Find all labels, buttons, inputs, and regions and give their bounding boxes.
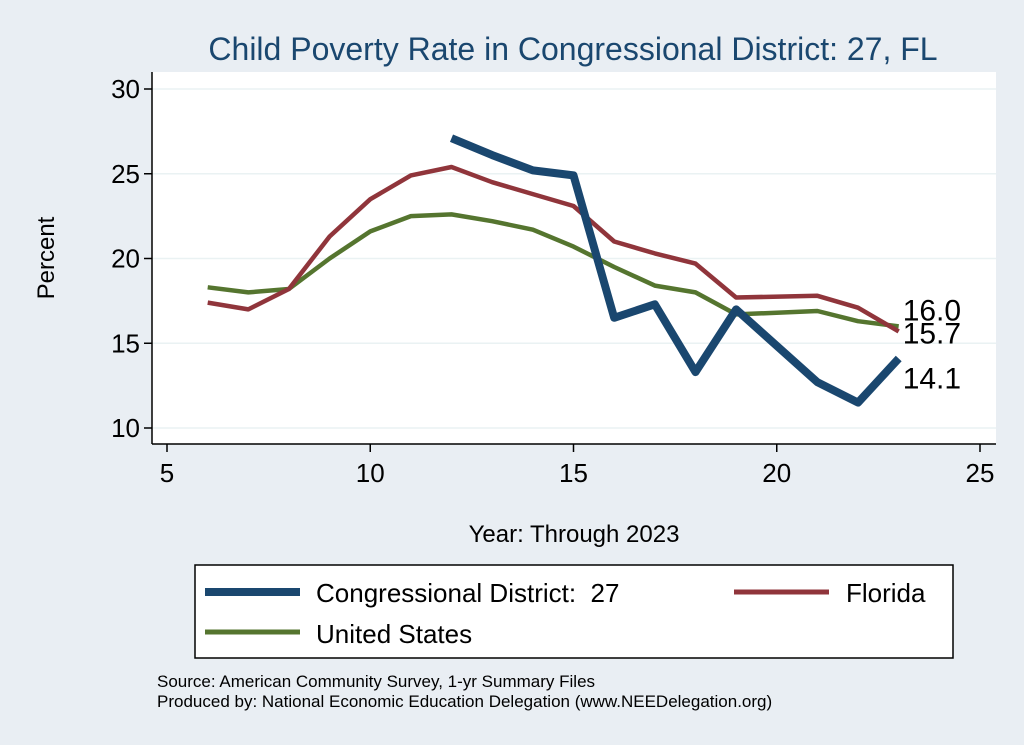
- y-tick-label: 10: [111, 413, 140, 443]
- y-tick-label: 30: [111, 74, 140, 104]
- source-note: Source: American Community Survey, 1-yr …: [157, 672, 596, 691]
- series-line-district: [449, 134, 902, 407]
- series-line-florida: [207, 164, 900, 334]
- end-label-us: 16.0: [903, 294, 961, 327]
- y-tick-label: 20: [111, 244, 140, 274]
- x-tick-label: 25: [966, 458, 995, 488]
- x-tick-label: 20: [762, 458, 791, 488]
- legend-label-us: United States: [316, 619, 472, 649]
- legend-box: [194, 564, 954, 659]
- end-label-district: 14.1: [903, 363, 961, 396]
- footer: Source: American Community Survey, 1-yr …: [157, 672, 772, 712]
- produced-by-note: Produced by: National Economic Education…: [157, 692, 773, 711]
- axes: 10 15 20 25 30 5 10 15 20 25: [111, 72, 996, 488]
- legend-label-florida: Florida: [846, 578, 926, 608]
- series-lines: [207, 134, 902, 407]
- y-axis-label: Percent: [33, 216, 60, 299]
- legend-label-district: Congressional District: 27: [316, 578, 619, 608]
- y-tick-label: 25: [111, 159, 140, 189]
- chart-title: Child Poverty Rate in Congressional Dist…: [208, 31, 937, 67]
- x-tick-label: 5: [160, 458, 174, 488]
- x-tick-label: 10: [356, 458, 385, 488]
- x-axis-label: Year: Through 2023: [469, 521, 680, 548]
- end-label-florida: 15.7: [903, 317, 961, 350]
- y-tick-label: 15: [111, 328, 140, 358]
- legend: Congressional District: 27 Florida Unite…: [194, 564, 954, 659]
- x-tick-label: 15: [559, 458, 588, 488]
- chart: Child Poverty Rate in Congressional Dist…: [33, 31, 996, 659]
- end-labels: 14.1 15.716.0: [903, 294, 961, 395]
- series-line-us: [207, 212, 899, 329]
